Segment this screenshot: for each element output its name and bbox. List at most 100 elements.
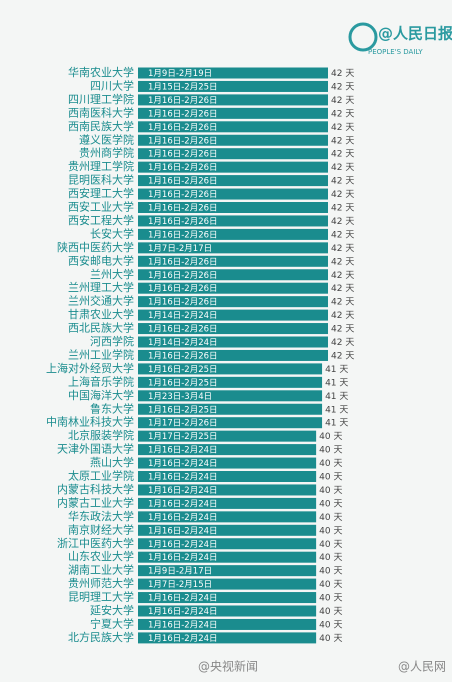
category-label: 昆明医科大学: [68, 173, 134, 187]
bar: [138, 484, 317, 496]
date-label: 1月16日-2月26日: [148, 190, 218, 200]
value-label: 40 天: [319, 567, 342, 577]
category-label: 北京服装学院: [68, 428, 134, 442]
category-label: 浙江中医药大学: [57, 536, 134, 550]
date-label: 1月16日-2月26日: [148, 271, 218, 281]
value-label: 42 天: [331, 284, 354, 294]
bar: [138, 148, 328, 160]
value-label: 42 天: [331, 298, 354, 308]
bar: [138, 107, 328, 119]
value-label: 42 天: [331, 96, 354, 106]
bar: [138, 255, 328, 267]
category-label: 长安大学: [90, 226, 134, 240]
date-label: 1月16日-2月24日: [148, 446, 218, 456]
watermark: @央视新闻: [198, 659, 258, 674]
value-label: 40 天: [319, 634, 342, 644]
bar: [138, 134, 328, 146]
value-label: 42 天: [331, 217, 354, 227]
date-label: 1月15日-2月25日: [148, 82, 218, 92]
value-label: 42 天: [331, 190, 354, 200]
category-label: 西安邮电大学: [68, 253, 134, 267]
category-label: 贵州商学院: [79, 146, 134, 160]
value-label: 40 天: [319, 594, 342, 604]
date-label: 1月16日-2月24日: [148, 594, 218, 604]
bar: [138, 242, 328, 254]
value-label: 42 天: [331, 136, 354, 146]
date-label: 1月16日-2月26日: [148, 204, 218, 214]
date-label: 1月16日-2月26日: [148, 163, 218, 173]
bar: [138, 605, 317, 617]
bar: [138, 175, 328, 187]
bar: [138, 67, 328, 79]
value-label: 42 天: [331, 271, 354, 281]
date-label: 1月16日-2月25日: [148, 378, 218, 388]
value-label: 42 天: [331, 150, 354, 160]
bar: [138, 444, 317, 456]
category-label: 华南农业大学: [68, 65, 134, 79]
category-label: 中南林业科技大学: [46, 415, 134, 429]
category-label: 西南民族大学: [68, 119, 134, 133]
watermark: @人民网: [398, 660, 446, 674]
category-label: 华东政法大学: [68, 509, 134, 523]
date-label: 1月16日-2月25日: [148, 365, 218, 375]
bar: [138, 551, 317, 563]
value-label: 41 天: [325, 419, 348, 429]
date-label: 1月16日-2月24日: [148, 553, 218, 563]
value-label: 40 天: [319, 473, 342, 483]
value-label: 40 天: [319, 526, 342, 536]
value-label: 42 天: [331, 244, 354, 254]
bar: [138, 471, 317, 482]
value-label: 40 天: [319, 620, 342, 630]
category-label: 上海对外经贸大学: [46, 361, 134, 375]
bar: [138, 565, 317, 577]
value-label: 42 天: [331, 257, 354, 267]
bar: [138, 430, 317, 442]
bar: [138, 578, 317, 590]
date-label: 1月16日-2月24日: [148, 607, 218, 617]
date-label: 1月16日-2月26日: [148, 217, 218, 227]
value-label: 40 天: [319, 513, 342, 523]
category-label: 南京财经大学: [68, 522, 134, 536]
category-label: 兰州理工大学: [68, 280, 134, 294]
category-label: 兰州大学: [90, 267, 134, 281]
value-label: 40 天: [319, 553, 342, 563]
date-label: 1月16日-2月26日: [148, 136, 218, 146]
date-label: 1月7日-2月17日: [148, 244, 212, 254]
category-label: 天津外国语大学: [57, 442, 134, 456]
date-label: 1月16日-2月26日: [148, 325, 218, 335]
date-label: 1月16日-2月24日: [148, 620, 218, 630]
date-label: 1月16日-2月26日: [148, 150, 218, 160]
category-label: 太原工业学院: [68, 469, 134, 483]
bar: [138, 94, 328, 106]
category-label: 四川大学: [90, 78, 134, 92]
category-label: 内蒙古工业大学: [57, 495, 134, 509]
value-label: 40 天: [319, 459, 342, 469]
category-label: 西北民族大学: [68, 321, 134, 335]
bar: [138, 296, 328, 308]
value-label: 42 天: [331, 351, 354, 361]
value-label: 42 天: [331, 338, 354, 348]
value-label: 42 天: [331, 109, 354, 119]
value-label: 42 天: [331, 82, 354, 92]
category-label: 四川理工学院: [68, 92, 134, 106]
value-label: 40 天: [319, 446, 342, 456]
date-label: 1月16日-2月26日: [148, 351, 218, 361]
date-label: 1月16日-2月26日: [148, 177, 218, 187]
date-label: 1月17日-2月26日: [148, 419, 218, 429]
bar: [138, 376, 323, 388]
date-label: 1月16日-2月24日: [148, 634, 218, 644]
date-label: 1月16日-2月24日: [148, 513, 218, 523]
date-label: 1月16日-2月24日: [148, 540, 218, 550]
bar: [138, 403, 323, 415]
bar: [138, 632, 317, 644]
date-label: 1月7日-2月15日: [148, 580, 212, 590]
category-label: 燕山大学: [90, 455, 134, 469]
value-label: 40 天: [319, 540, 342, 550]
bar: [138, 618, 317, 630]
bar: [138, 511, 317, 523]
date-label: 1月16日-2月26日: [148, 284, 218, 294]
category-label: 西南医科大学: [68, 105, 134, 119]
bar: [138, 363, 323, 375]
bar: [138, 592, 317, 604]
category-label: 河西学院: [90, 334, 134, 348]
